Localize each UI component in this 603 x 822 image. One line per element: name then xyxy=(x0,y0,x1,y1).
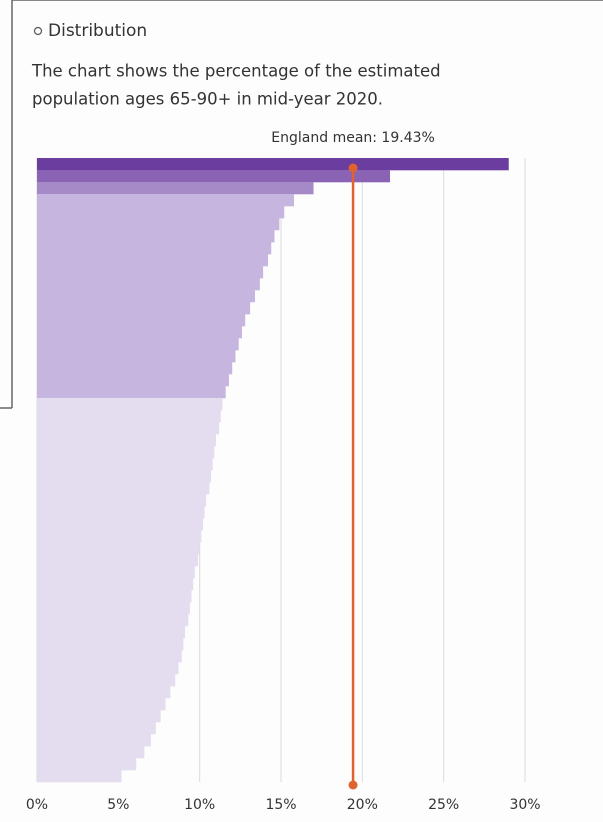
bar xyxy=(37,350,236,363)
x-tick-label: 15% xyxy=(265,797,296,813)
bar xyxy=(37,446,215,459)
mean-annotation: England mean: 19.43% xyxy=(271,130,435,146)
bar xyxy=(37,494,207,507)
bar xyxy=(37,554,199,567)
x-tick-label: 20% xyxy=(347,797,378,813)
bar xyxy=(37,650,182,663)
bar xyxy=(37,170,390,183)
bar xyxy=(37,254,268,267)
bar xyxy=(37,314,246,327)
x-tick-label: 5% xyxy=(107,797,129,813)
bar xyxy=(37,458,213,471)
bar xyxy=(37,770,122,783)
bar xyxy=(37,266,264,279)
bar xyxy=(37,518,203,531)
bar xyxy=(37,158,509,171)
bar xyxy=(37,686,171,699)
mean-marker xyxy=(348,780,358,790)
bar xyxy=(37,578,194,591)
bar xyxy=(37,758,137,771)
bar xyxy=(37,662,179,675)
bar xyxy=(37,434,216,447)
bar xyxy=(37,674,176,687)
bar xyxy=(37,194,295,207)
bar xyxy=(37,614,189,627)
bar xyxy=(37,410,221,423)
bar xyxy=(37,710,161,723)
bar xyxy=(37,362,233,375)
bar xyxy=(37,482,210,495)
bar xyxy=(37,206,285,219)
bar xyxy=(37,182,314,195)
mean-marker xyxy=(348,163,358,173)
bar xyxy=(37,398,223,411)
bar xyxy=(37,278,260,291)
x-tick-label: 0% xyxy=(26,797,48,813)
bar xyxy=(37,386,226,399)
bar xyxy=(37,698,166,711)
bar xyxy=(37,602,190,615)
bar xyxy=(37,302,251,315)
bar xyxy=(37,290,255,303)
bar xyxy=(37,722,156,735)
x-tick-label: 10% xyxy=(184,797,215,813)
title-icon xyxy=(33,26,43,36)
bar xyxy=(37,218,280,231)
subtitle-line: population ages 65-90+ in mid-year 2020. xyxy=(32,90,383,109)
chart-title: Distribution xyxy=(48,21,147,41)
x-tick-label: 25% xyxy=(428,797,459,813)
bar xyxy=(37,242,272,255)
subtitle-line: The chart shows the percentage of the es… xyxy=(31,62,441,81)
bar xyxy=(37,626,186,639)
bar xyxy=(37,590,192,603)
bar xyxy=(37,530,202,543)
bar xyxy=(37,338,239,351)
bar xyxy=(37,638,184,651)
bar xyxy=(37,422,220,435)
bar xyxy=(37,746,145,759)
bar xyxy=(37,542,200,555)
bar xyxy=(37,230,275,243)
x-tick-label: 30% xyxy=(509,797,540,813)
bar xyxy=(37,566,195,579)
bar xyxy=(37,326,242,339)
bar xyxy=(37,734,151,747)
bar xyxy=(37,470,212,483)
bar xyxy=(37,506,205,519)
bar xyxy=(37,374,229,387)
